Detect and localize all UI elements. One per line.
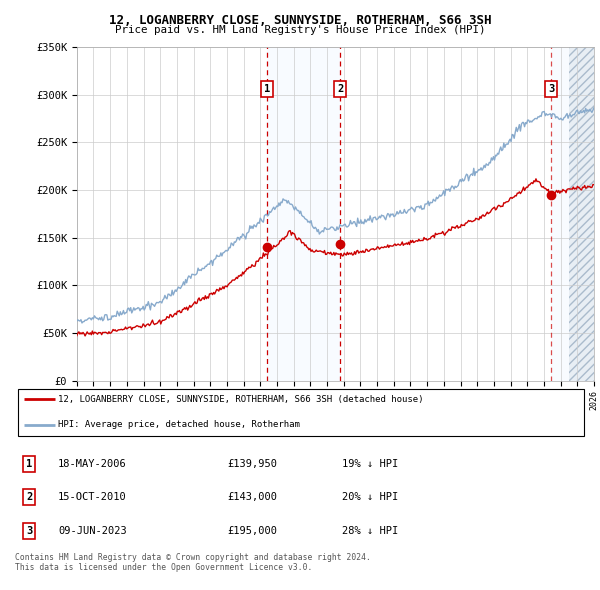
Text: Price paid vs. HM Land Registry's House Price Index (HPI): Price paid vs. HM Land Registry's House … (115, 25, 485, 35)
Text: 28% ↓ HPI: 28% ↓ HPI (341, 526, 398, 536)
Text: 15-OCT-2010: 15-OCT-2010 (58, 493, 127, 502)
Text: 1: 1 (26, 459, 32, 469)
Text: 09-JUN-2023: 09-JUN-2023 (58, 526, 127, 536)
Text: Contains HM Land Registry data © Crown copyright and database right 2024.
This d: Contains HM Land Registry data © Crown c… (15, 553, 371, 572)
Text: 1: 1 (263, 84, 270, 94)
Bar (551, 47, 569, 381)
Text: 3: 3 (548, 84, 554, 94)
Text: HPI: Average price, detached house, Rotherham: HPI: Average price, detached house, Roth… (58, 420, 300, 429)
Text: 12, LOGANBERRY CLOSE, SUNNYSIDE, ROTHERHAM, S66 3SH (detached house): 12, LOGANBERRY CLOSE, SUNNYSIDE, ROTHERH… (58, 395, 424, 404)
Bar (569, 47, 594, 381)
Text: 2: 2 (26, 493, 32, 502)
Text: 18-MAY-2006: 18-MAY-2006 (58, 459, 127, 469)
Text: £143,000: £143,000 (227, 493, 277, 502)
Text: £139,950: £139,950 (227, 459, 277, 469)
Text: 12, LOGANBERRY CLOSE, SUNNYSIDE, ROTHERHAM, S66 3SH: 12, LOGANBERRY CLOSE, SUNNYSIDE, ROTHERH… (109, 14, 491, 27)
Text: 19% ↓ HPI: 19% ↓ HPI (341, 459, 398, 469)
Text: £195,000: £195,000 (227, 526, 277, 536)
Bar (266, 47, 340, 381)
Text: 3: 3 (26, 526, 32, 536)
Text: 2: 2 (337, 84, 343, 94)
FancyBboxPatch shape (18, 389, 584, 436)
Text: 20% ↓ HPI: 20% ↓ HPI (341, 493, 398, 502)
